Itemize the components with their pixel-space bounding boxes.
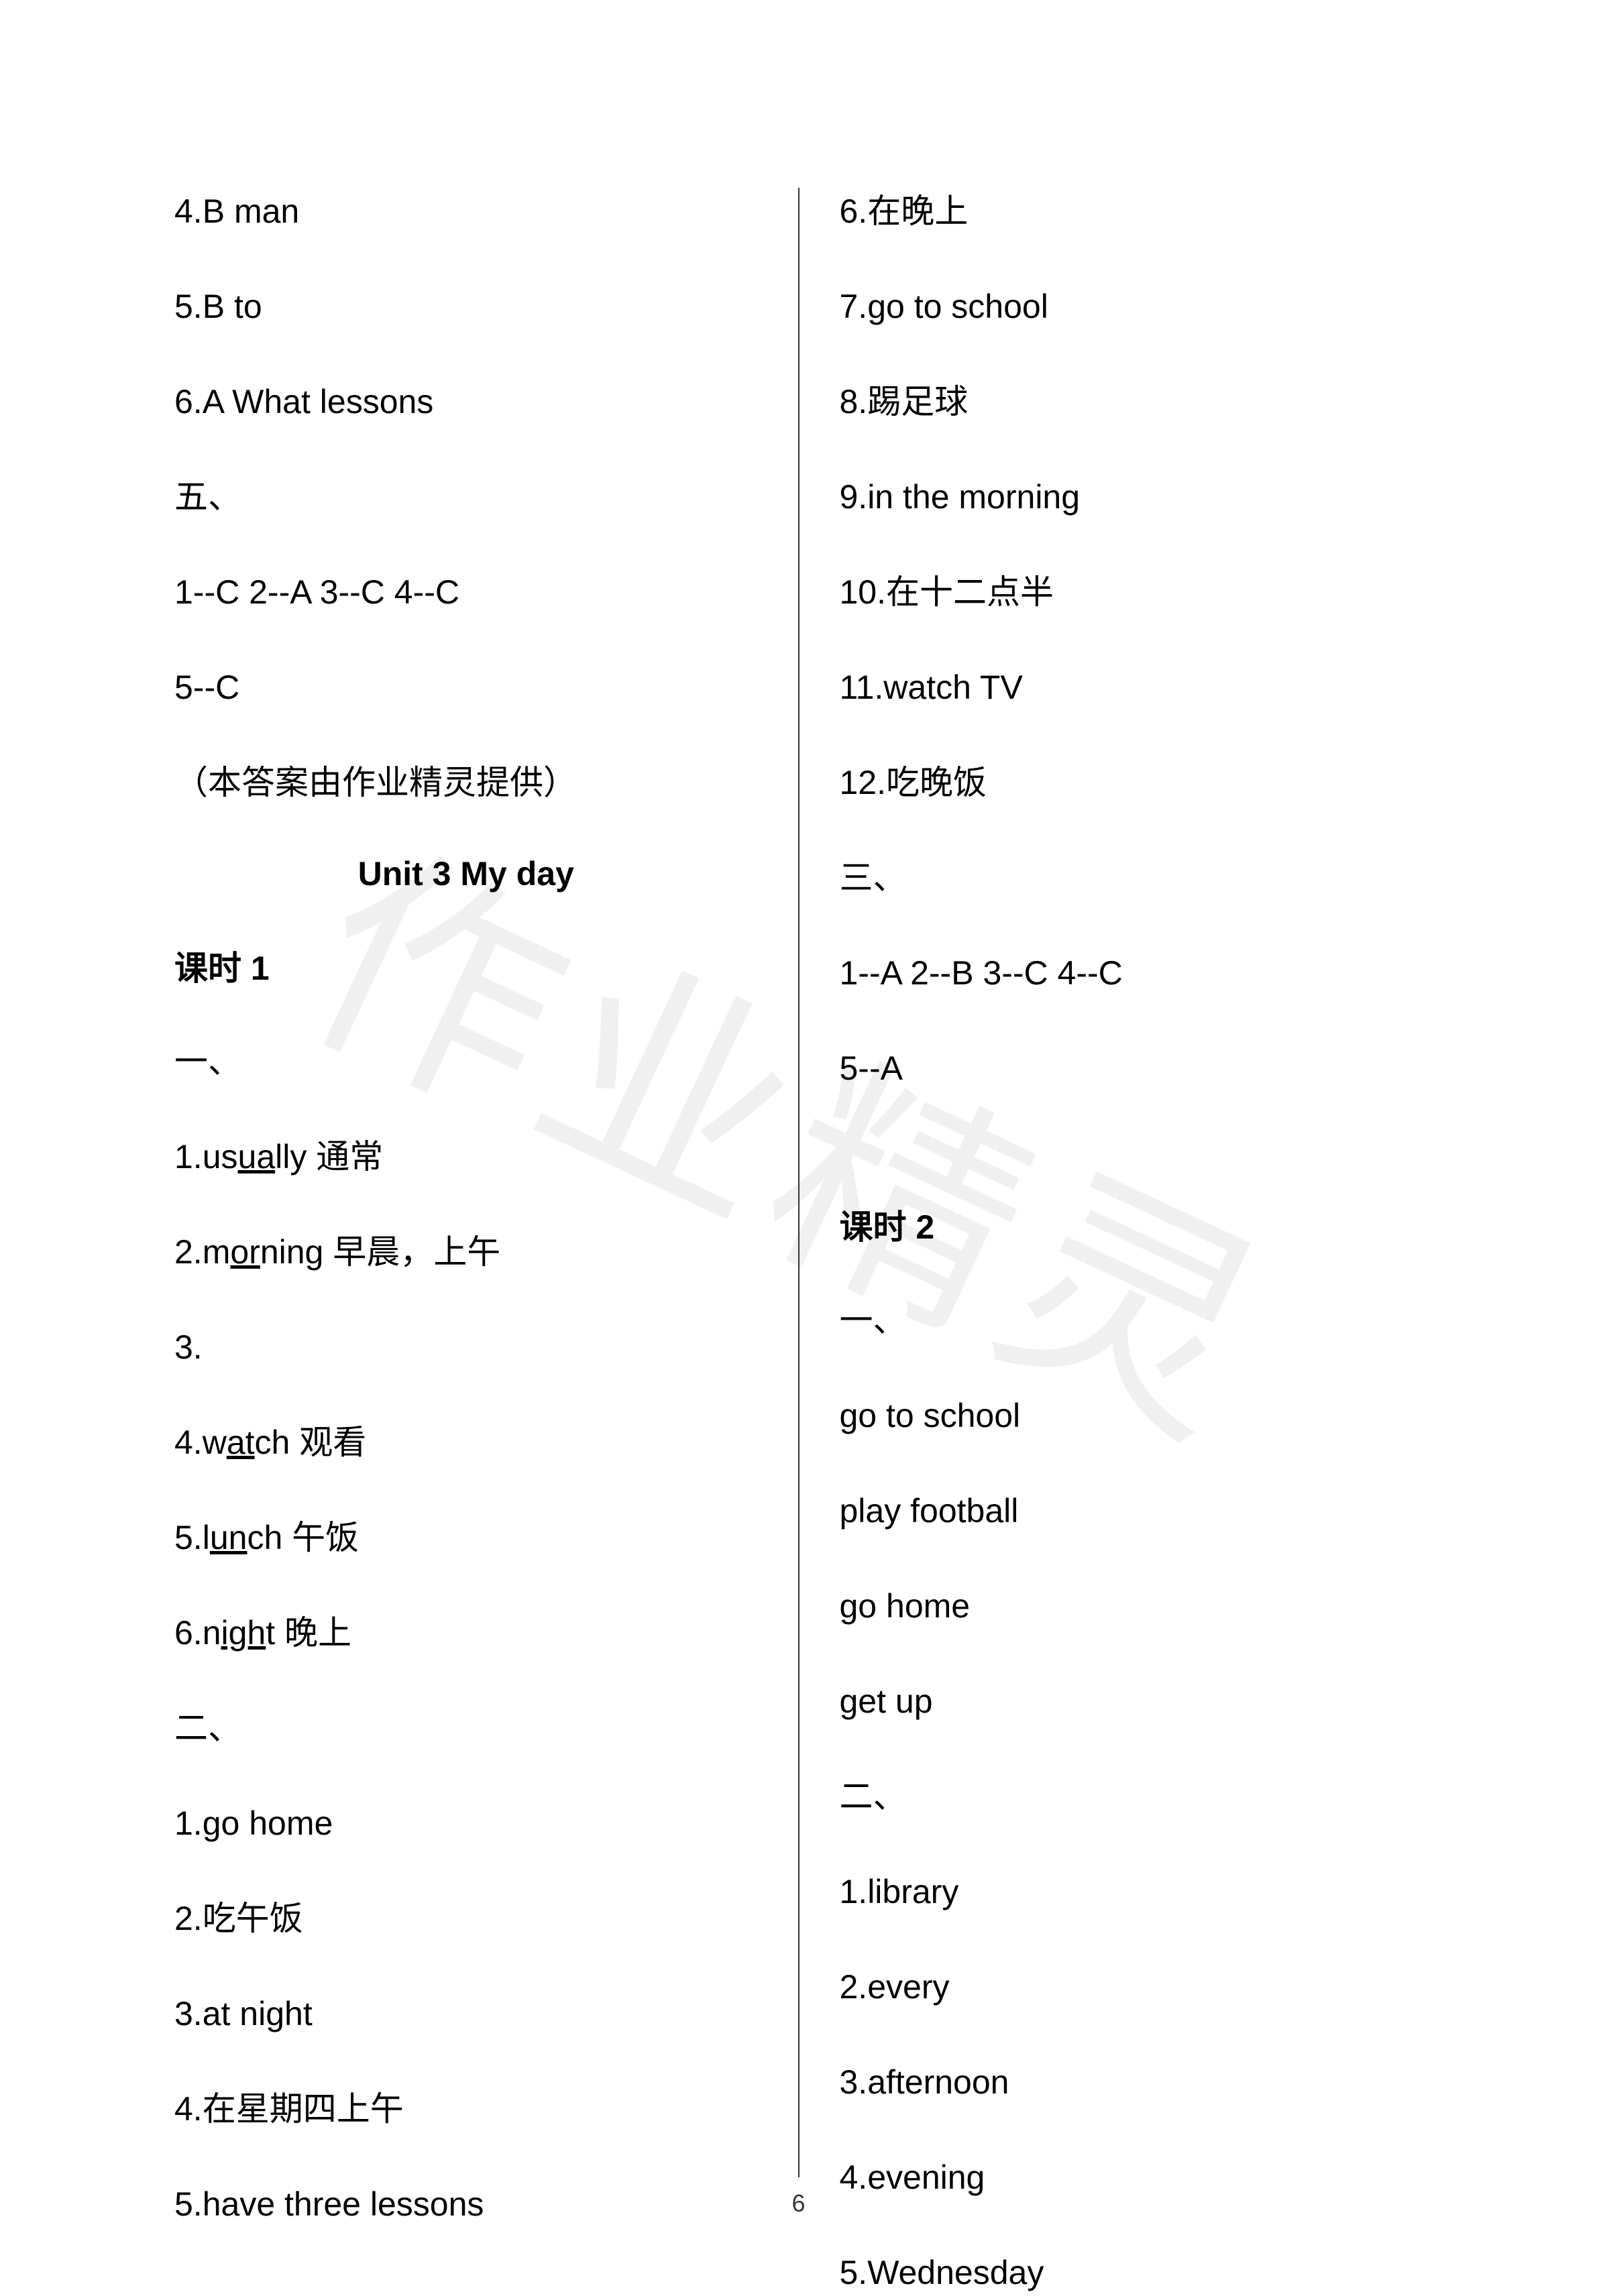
text-line: 6.A What lessons [174,378,758,425]
text-line-with-underline: 1.usually 通常 [174,1133,758,1180]
text-line: 2.every [840,1963,1423,2010]
text-line-with-underline: 5.lunch 午饭 [174,1514,758,1561]
text-line: 7.go to school [840,283,1423,330]
underlined-text: un [210,1519,247,1556]
text-line: 9.in the morning [840,473,1423,520]
text-line: 4.evening [840,2154,1423,2201]
text-line: 8.踢足球 [840,378,1423,425]
underlined-text: or [230,1233,260,1271]
text-line: 2.吃午饭 [174,1895,758,1942]
text-line: 5--C [174,664,758,711]
text-line: 一、 [174,1038,758,1085]
text-line: go to school [840,1392,1423,1439]
underlined-text: ua [238,1138,276,1175]
spacer [840,1140,1423,1200]
text-line: 1--A 2--B 3--C 4--C [840,950,1423,996]
content-wrapper: 4.B man 5.B to 6.A What lessons 五、 1--C 2--A… [154,188,1443,2177]
text-line: 二、 [174,1705,758,1752]
text-line: 5.Wednesday [840,2249,1423,2296]
text-line: go home [840,1583,1423,1629]
text-line: 1.library [840,1868,1423,1915]
text-line-with-underline: 6.night 晚上 [174,1609,758,1656]
underlined-text: at [227,1424,255,1461]
text-line: 一、 [840,1297,1423,1344]
unit-title: Unit 3 My day [174,854,758,893]
text-line: 二、 [840,1773,1423,1820]
left-column: 4.B man 5.B to 6.A What lessons 五、 1--C 2--A… [154,188,800,2177]
underlined-text: igh [221,1614,266,1652]
text-line-with-underline: 2.morning 早晨，上午 [174,1228,758,1275]
lesson-title: 课时 1 [174,941,758,990]
text-line: 1.go home [174,1800,758,1847]
right-column: 6.在晚上 7.go to school 8.踢足球 9.in the morning… [800,188,1443,2177]
page-number: 6 [791,2189,805,2218]
text-line: 10.在十二点半 [840,569,1423,616]
text-line: get up [840,1678,1423,1725]
text-line: 5.B to [174,283,758,330]
text-line: play football [840,1487,1423,1534]
text-line: 4.B man [174,188,758,235]
text-line: 1--C 2--A 3--C 4--C [174,569,758,616]
text-line: 12.吃晚饭 [840,759,1423,806]
text-line: 3.afternoon [840,2059,1423,2106]
text-line: 5--A [840,1045,1423,1092]
text-line: 三、 [840,854,1423,901]
text-line-with-underline: 4.watch 观看 [174,1419,758,1466]
lesson-title: 课时 2 [840,1200,1423,1249]
text-line: 五、 [174,473,758,520]
text-line: 5.have three lessons [174,2181,758,2228]
text-line: 3. [174,1324,758,1371]
text-line: 3.at night [174,1990,758,2037]
text-line: （本答案由作业精灵提供） [174,759,758,806]
text-line: 4.在星期四上午 [174,2085,758,2132]
page-container: 作业精灵 4.B man5.B to6.A What lessons五、1--C… [0,0,1597,2258]
text-line: 6.在晚上 [840,188,1423,235]
text-line: 11.watch TV [840,664,1423,711]
